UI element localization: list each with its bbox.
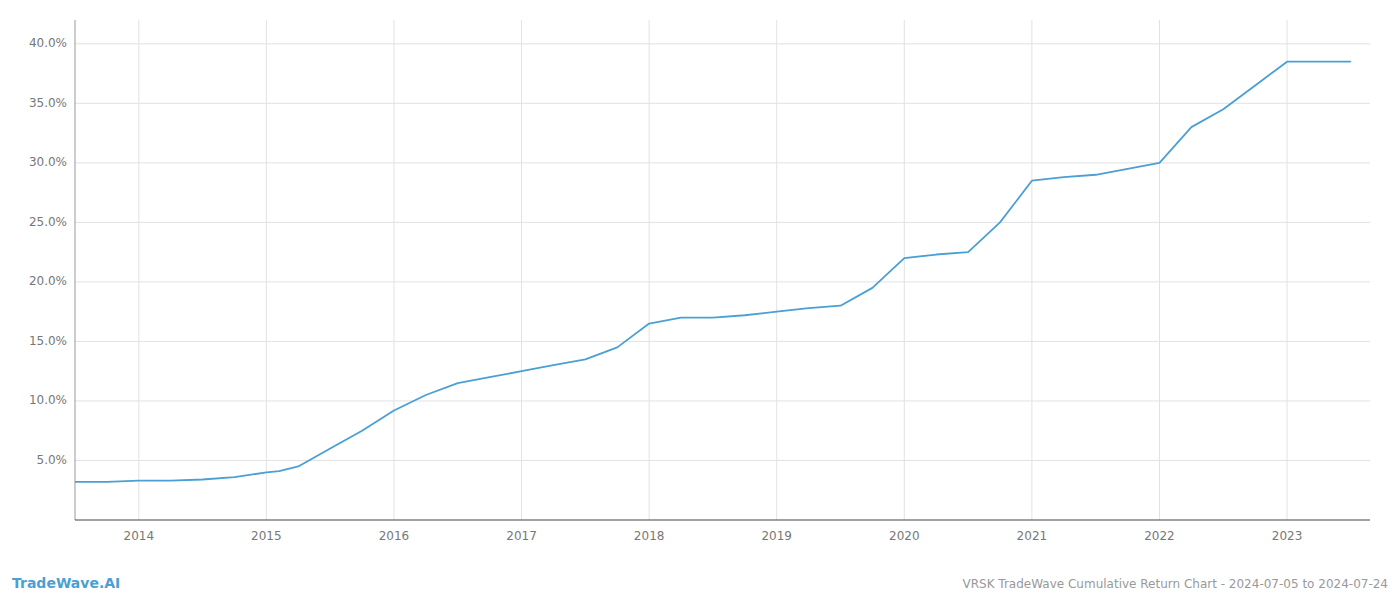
x-grid-line <box>649 20 650 520</box>
x-grid-line <box>393 20 394 520</box>
chart-title: VRSK TradeWave Cumulative Return Chart -… <box>963 577 1388 591</box>
y-tick-label: 10.0% <box>29 393 67 407</box>
x-tick-label: 2018 <box>634 529 665 543</box>
y-tick-label: 15.0% <box>29 334 67 348</box>
data-layer <box>75 62 1351 482</box>
y-tick-label: 40.0% <box>29 36 67 50</box>
watermark: TradeWave.AI <box>12 575 120 591</box>
x-tick-label: 2019 <box>761 529 792 543</box>
x-grid-line <box>1287 20 1288 520</box>
y-grid-line <box>75 400 1370 401</box>
x-grid-line <box>521 20 522 520</box>
y-tick-label: 20.0% <box>29 274 67 288</box>
x-grid-line <box>1159 20 1160 520</box>
y-grid-line <box>75 162 1370 163</box>
x-tick-label: 2016 <box>379 529 410 543</box>
y-grid-line <box>75 281 1370 282</box>
x-grid-line <box>776 20 777 520</box>
y-tick-label: 35.0% <box>29 96 67 110</box>
y-tick-label: 5.0% <box>37 453 68 467</box>
x-grid-line <box>266 20 267 520</box>
x-tick-label: 2014 <box>124 529 155 543</box>
x-grid-line <box>904 20 905 520</box>
axes: 5.0% 10.0% 15.0% 20.0% 25.0% 30.0% 35.0% 40.0% 2… <box>29 20 1370 543</box>
y-grid-line <box>75 222 1370 223</box>
y-axis-line <box>75 20 76 520</box>
x-grid-line <box>138 20 139 520</box>
x-tick-label: 2020 <box>889 529 920 543</box>
x-tick-label: 2021 <box>1017 529 1048 543</box>
return-line <box>75 62 1351 482</box>
x-tick-label: 2017 <box>506 529 537 543</box>
y-grid-line <box>75 460 1370 461</box>
y-grid-line <box>75 341 1370 342</box>
x-axis-line <box>75 519 1370 520</box>
chart-svg: 5.0% 10.0% 15.0% 20.0% 25.0% 30.0% 35.0% 40.0% 2… <box>0 0 1400 600</box>
x-tick-label: 2015 <box>251 529 282 543</box>
y-grid-line <box>75 103 1370 104</box>
x-tick-label: 2022 <box>1144 529 1175 543</box>
x-grid-line <box>1031 20 1032 520</box>
y-tick-label: 30.0% <box>29 155 67 169</box>
x-tick-label: 2023 <box>1272 529 1303 543</box>
y-grid-line <box>75 43 1370 44</box>
grid <box>75 20 1370 520</box>
chart-container: 5.0% 10.0% 15.0% 20.0% 25.0% 30.0% 35.0% 40.0% 2… <box>0 0 1400 600</box>
y-tick-label: 25.0% <box>29 215 67 229</box>
